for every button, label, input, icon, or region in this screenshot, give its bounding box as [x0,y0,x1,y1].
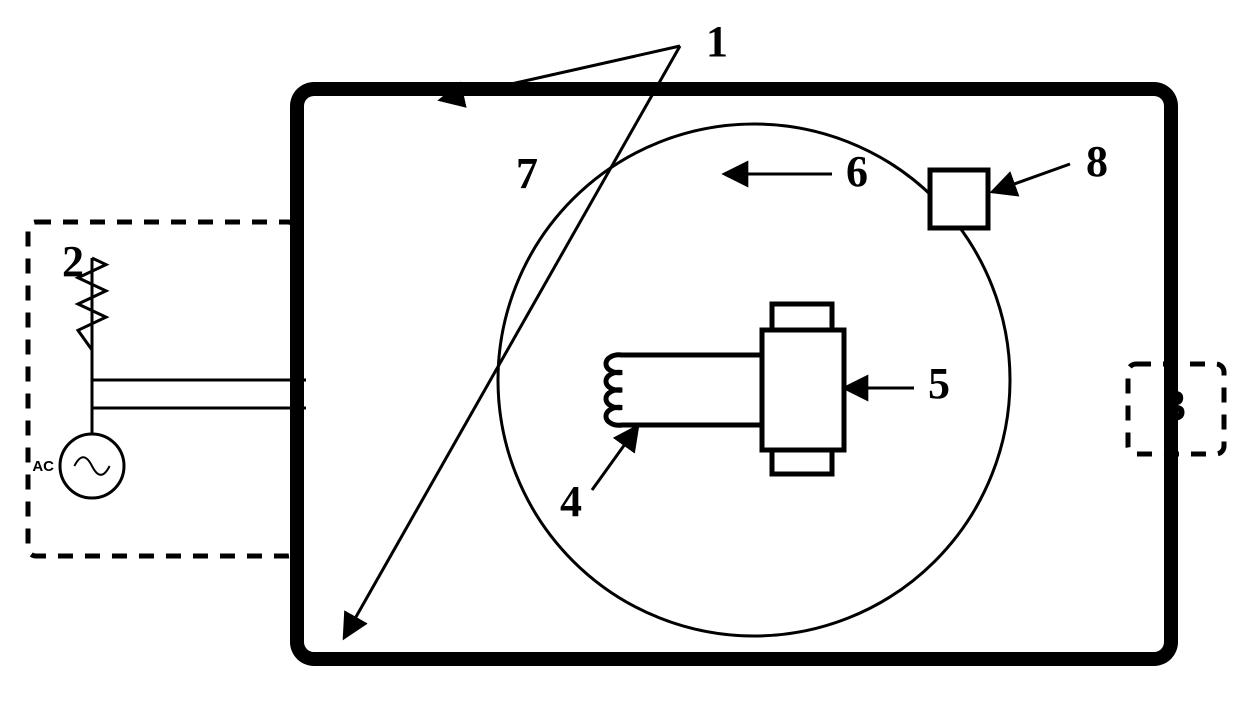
leader-4 [592,426,638,490]
leader-8 [992,164,1070,192]
label-l4: 4 [560,477,582,526]
enclosure-wall [290,82,1178,666]
wire [92,408,306,498]
sensor-box [930,170,988,228]
diagram-canvas: AC 1 2 3 4 5 6 7 8 [0,0,1240,702]
label-l1: 1 [706,17,728,66]
device-body [762,330,844,450]
coil-icon [606,355,762,426]
label-l3: 3 [1164,381,1186,430]
leader-1b [344,46,680,638]
wire [92,258,306,380]
label-l6: 6 [846,147,868,196]
label-l2: 2 [62,237,84,286]
label-l7: 7 [516,149,538,198]
label-l8: 8 [1086,137,1108,186]
ac-label: AC [32,458,54,475]
label-l5: 5 [928,359,950,408]
